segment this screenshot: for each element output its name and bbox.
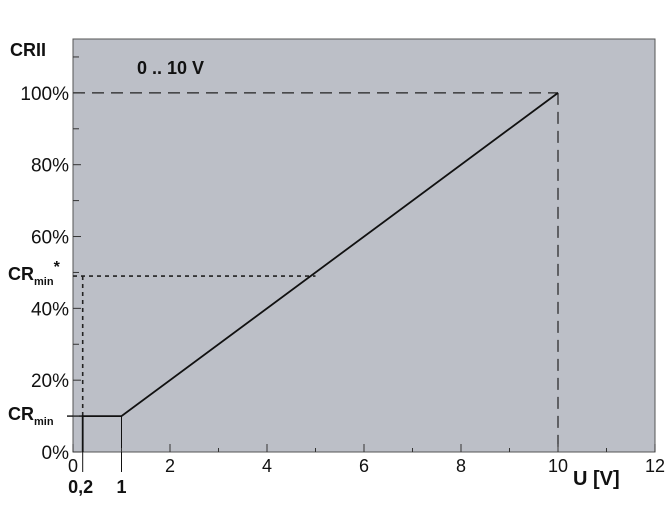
x-tick-label-6: 6 bbox=[359, 456, 369, 476]
y-tick-label-0: 0% bbox=[42, 443, 70, 464]
x-tick-label-2: 2 bbox=[165, 456, 175, 476]
x-tick-label-10: 10 bbox=[548, 456, 568, 476]
x-tick-label-4: 4 bbox=[262, 456, 272, 476]
x-tick-label-8: 8 bbox=[456, 456, 466, 476]
svg-text:CRmin*: CRmin* bbox=[8, 259, 61, 288]
plot-background bbox=[73, 39, 655, 452]
y-tick-label-100: 100% bbox=[20, 84, 69, 105]
annotation-range: 0 .. 10 V bbox=[137, 58, 204, 78]
cr-min-star-label-main: CR bbox=[8, 264, 34, 284]
y-tick-label-20: 20% bbox=[31, 371, 69, 392]
y-tick-label-40: 40% bbox=[31, 299, 69, 320]
cr-min-label-main: CR bbox=[8, 404, 34, 424]
cr-min-label-sub: min bbox=[34, 416, 54, 428]
y-tick-label-80: 80% bbox=[31, 156, 69, 177]
cr-min-star-label: CRmin* bbox=[8, 259, 61, 288]
x-tick-label-0: 0 bbox=[68, 456, 78, 476]
cr-min-star-label-sub: min bbox=[34, 276, 54, 288]
cr-min-label: CRmin bbox=[8, 404, 54, 428]
cr-min-star-label-star: * bbox=[54, 259, 61, 276]
y-tick-label-60: 60% bbox=[31, 228, 69, 249]
y-axis-title: CRII bbox=[10, 40, 46, 60]
svg-text:CRmin: CRmin bbox=[8, 404, 54, 428]
extra-x-label-1: 1 bbox=[116, 477, 126, 497]
x-tick-label-12: 12 bbox=[645, 456, 665, 476]
extra-x-label-0: 0,2 bbox=[68, 477, 93, 497]
x-axis-title: U [V] bbox=[573, 468, 620, 490]
